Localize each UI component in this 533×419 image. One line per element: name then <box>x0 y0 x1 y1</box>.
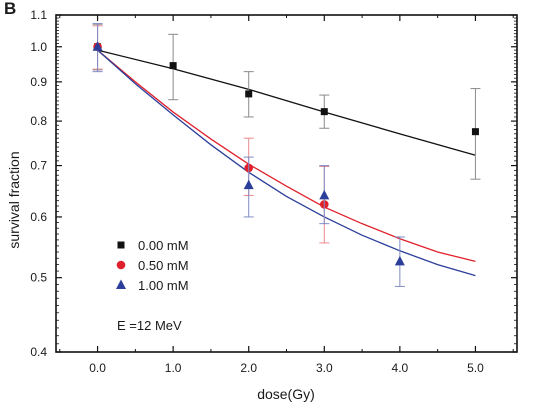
data-point-2 <box>92 41 103 51</box>
y-tick-label: 0.6 <box>30 210 47 224</box>
y-tick-label: 1.1 <box>30 8 47 22</box>
legend-marker <box>116 260 126 270</box>
data-point-2 <box>243 179 254 190</box>
axes: 0.0 1.0 2.0 3.0 4.0 5.0 0.4 0.5 0.6 0.7 0.8 0.9 1.0 1… <box>30 8 518 375</box>
x-tick-label: 2.0 <box>240 361 257 375</box>
legend-label: 1.00 mM <box>138 278 189 293</box>
legend-label: 0.00 mM <box>138 238 189 253</box>
y-tick-label: 1.0 <box>30 40 47 54</box>
legend: 0.00 mM 0.50 mM 1.00 mM <box>116 238 189 293</box>
legend-marker <box>117 241 125 249</box>
legend-label: 0.50 mM <box>138 258 189 273</box>
y-axis-title: survival fraction <box>6 151 22 248</box>
fit-curve-2 <box>97 49 476 277</box>
panel-label: B <box>4 0 16 18</box>
x-tick-label: 5.0 <box>467 361 484 375</box>
plot-frame <box>55 14 518 353</box>
data-point-0 <box>169 62 177 70</box>
legend-marker <box>116 279 126 289</box>
x-axis-title: dose(Gy) <box>257 386 315 402</box>
y-tick-label: 0.7 <box>30 159 47 173</box>
data-point-0 <box>320 108 328 116</box>
y-tick-label: 0.5 <box>30 271 47 285</box>
fit-curve-1 <box>97 49 476 263</box>
y-tick-label: 0.4 <box>30 345 47 359</box>
y-tick-label: 0.8 <box>30 114 47 128</box>
x-tick-label: 0.0 <box>89 361 106 375</box>
data-point-0 <box>245 90 253 98</box>
x-tick-label: 4.0 <box>392 361 409 375</box>
energy-annotation: E =12 MeV <box>117 318 182 333</box>
data-point-2 <box>394 255 405 266</box>
data-point-0 <box>471 128 479 136</box>
x-tick-label: 1.0 <box>165 361 182 375</box>
y-tick-label: 0.9 <box>30 75 47 89</box>
fit-curve-0 <box>97 49 476 156</box>
data-point-2 <box>319 189 330 200</box>
plot-area <box>92 23 481 287</box>
x-tick-label: 3.0 <box>316 361 333 375</box>
